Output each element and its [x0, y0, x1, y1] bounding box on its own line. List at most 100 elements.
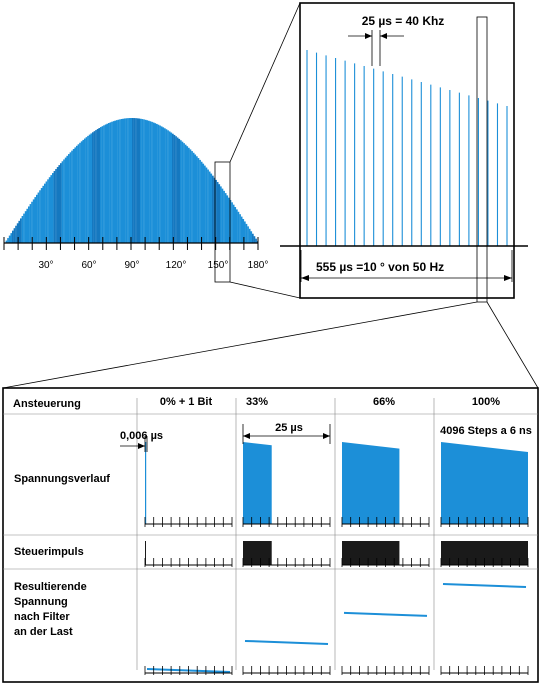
sine-bar [69, 152, 72, 243]
sine-bar [108, 123, 110, 243]
sine-bar [80, 141, 83, 243]
sine-bar [24, 211, 27, 243]
table-cells [144, 442, 529, 675]
period-arrowhead-left [365, 33, 372, 39]
sine-bar [52, 173, 54, 243]
sine-bar [220, 186, 222, 243]
sine-bar [124, 118, 126, 243]
sine-bar [180, 140, 182, 243]
sine-bar [133, 118, 136, 243]
sine-bar [232, 204, 235, 243]
sine-bar [170, 132, 173, 243]
sine-bar [157, 124, 160, 243]
spannung-block-2 [342, 442, 400, 524]
sine-bar [87, 135, 89, 243]
sine-bar [23, 213, 25, 243]
sine-bar [184, 144, 187, 243]
sine-bar [10, 233, 13, 243]
sine-bar [250, 231, 253, 243]
sine-bar [146, 120, 149, 243]
sine-bar [56, 167, 59, 243]
sine-bar [53, 171, 56, 243]
connector-top [229, 2, 301, 163]
sine-bar [96, 129, 99, 243]
sine-bar [221, 188, 224, 243]
sine-bar [132, 118, 134, 243]
sine-bar [144, 119, 147, 243]
sine-bar [244, 221, 246, 243]
sine-bar [141, 119, 144, 243]
sine-bar [92, 132, 94, 243]
sine-bar [183, 143, 185, 243]
sine-bar [130, 118, 133, 243]
note-1-arrowhead-left [243, 433, 250, 439]
sine-bar [21, 216, 24, 243]
sine-bar [103, 125, 105, 243]
period-arrowhead-right [380, 33, 387, 39]
sine-bar [58, 165, 61, 243]
sine-bar [120, 118, 123, 243]
sine-bar [216, 182, 219, 243]
note-0-arrowhead [138, 443, 145, 449]
sine-bar [162, 127, 165, 243]
sine-bar [18, 220, 21, 243]
sine-bar [88, 134, 91, 243]
row-label-spannungsverlauf: Spannungsverlauf [14, 473, 110, 485]
sine-bar [252, 233, 254, 243]
sine-bar [93, 131, 96, 243]
sine-bar [112, 121, 115, 243]
sine-bar [200, 161, 203, 243]
sine-bar [90, 133, 93, 243]
sine-bar [240, 216, 243, 243]
sine-bar [173, 134, 176, 243]
sine-bar [119, 119, 121, 243]
sine-bar [39, 190, 41, 243]
sine-bar [20, 218, 22, 243]
sine-pwm-bars [5, 118, 259, 243]
sine-bar [47, 179, 49, 243]
sine-bar [138, 118, 141, 243]
note-col-3: 4096 Steps a 6 ns [440, 425, 532, 437]
result-line-3 [442, 583, 527, 588]
sine-bar [31, 201, 33, 243]
sine-bar [196, 156, 198, 243]
sine-bar [236, 209, 238, 243]
col-header-0: 0% + 1 Bit [160, 396, 213, 408]
period-annotation: 25 µs = 40 Khz [362, 14, 445, 28]
sine-bar [44, 183, 46, 243]
zoom-panel: 25 µs = 40 Khz 555 µs =10 ° von 50 Hz [280, 2, 528, 303]
note-1-arrowhead-right [323, 433, 330, 439]
sine-bar [5, 240, 8, 243]
sine-bar [160, 126, 163, 243]
tick-label-90: 90° [124, 260, 139, 271]
sine-bar [199, 159, 201, 243]
sine-bar [15, 225, 17, 243]
sine-bar [76, 145, 78, 243]
col-header-1: 33% [246, 396, 268, 408]
row-label-resultierende-2: Spannung [14, 596, 68, 608]
sine-bar [202, 163, 205, 243]
sine-bar [45, 181, 48, 243]
sine-bar [117, 119, 120, 243]
sine-bar [234, 207, 237, 243]
sine-bar [248, 228, 251, 243]
sine-bar [63, 159, 65, 243]
sine-bar [178, 138, 181, 243]
spannung-block-3 [441, 442, 528, 524]
sine-bar [84, 138, 86, 243]
sine-bar [189, 149, 192, 243]
sine-bar [213, 177, 216, 243]
sine-bar [74, 147, 77, 243]
sine-bar [188, 147, 190, 243]
sine-bar [116, 120, 118, 243]
sine-bar [242, 219, 245, 243]
sine-bar [164, 128, 166, 243]
header-label: Ansteuerung [13, 398, 81, 410]
sine-bar [106, 123, 109, 243]
note-col-0: 0,006 µs [120, 430, 163, 442]
span-annotation: 555 µs =10 ° von 50 Hz [316, 260, 444, 274]
sine-bar [156, 123, 158, 243]
sine-bar [48, 177, 51, 243]
sine-bar [159, 125, 161, 243]
